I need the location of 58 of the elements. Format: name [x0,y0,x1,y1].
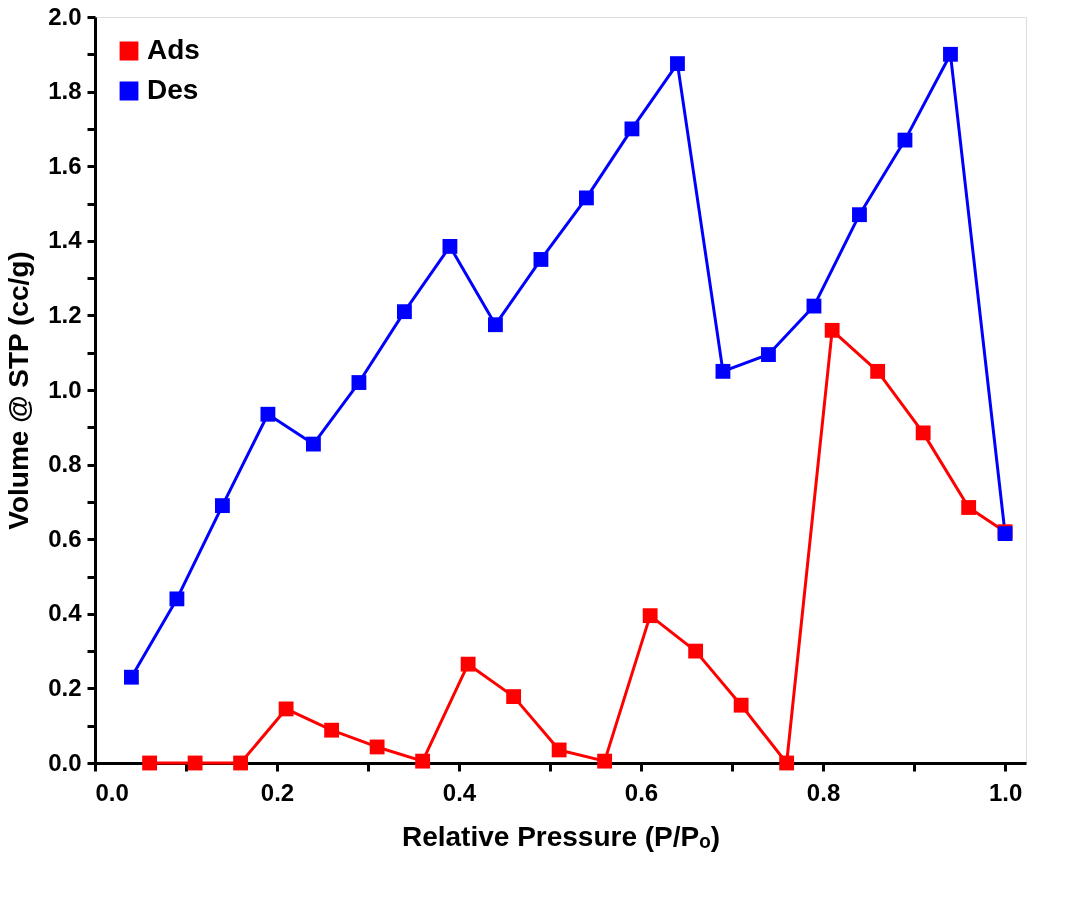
y-tick-label: 1.2 [48,300,82,328]
point [779,755,795,771]
point [961,500,977,515]
y-axis-title: Volume @ STP (cc/g) [3,251,35,530]
point [597,753,613,769]
legend-label: Des [147,74,199,105]
point [278,701,294,717]
y-tick-label: 0.8 [48,450,82,478]
y-tick-label: 0.4 [48,599,83,627]
x-tick-label: 0.0 [95,778,129,806]
y-tick-label: 1.0 [48,375,82,403]
y-tick-label: 1.8 [48,77,82,105]
point [460,656,476,672]
y-tick-label: 0.6 [48,524,82,552]
point [688,643,704,659]
y-tick-label: 1.4 [48,226,83,254]
y-tick-label: 0.2 [48,673,82,701]
point [351,375,367,390]
point [624,121,640,137]
point [369,739,385,755]
point [415,753,431,769]
point [761,347,776,362]
y-tick-label: 2.0 [48,2,82,30]
x-tick-label: 0.8 [806,778,841,806]
point [551,742,567,758]
x-tick-label: 0.2 [260,778,295,806]
point [715,363,731,379]
point [943,46,958,62]
point [579,190,594,206]
point [915,425,931,441]
point [123,669,139,685]
point [214,498,230,514]
point [506,689,522,705]
x-tick-label: 1.0 [988,778,1023,806]
point [488,317,503,333]
y-tick-label: 0.0 [48,748,82,776]
point [852,207,867,223]
legend-label: Ads [147,34,200,65]
point [870,363,886,379]
point [533,252,549,267]
point [442,238,458,254]
x-tick-label: 0.4 [442,778,477,806]
point [397,304,412,320]
point [187,755,203,771]
point [169,591,185,607]
point [897,132,913,148]
point [142,755,158,771]
point [642,608,658,624]
point [233,755,249,771]
point [670,56,685,72]
y-tick-label: 1.6 [48,151,82,179]
x-axis-title: Relative Pressure (P/Pₒ) [401,820,721,852]
point [260,406,276,422]
point [306,436,321,452]
point [324,722,340,738]
point [733,697,749,713]
x-tick-label: 0.6 [624,778,659,806]
point [824,322,840,338]
